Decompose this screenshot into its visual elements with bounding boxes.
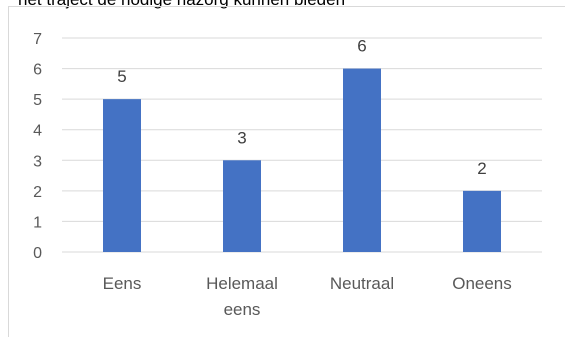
category-label: Neutraal [330, 274, 394, 293]
bar [463, 190, 501, 252]
chart-frame [8, 6, 565, 337]
bar [343, 68, 381, 252]
y-tick-label: 4 [33, 123, 42, 140]
bars [103, 68, 501, 253]
y-tick-label: 5 [33, 92, 42, 109]
category-label: Oneens [452, 274, 512, 293]
y-tick-label: 1 [33, 214, 42, 231]
data-labels: 5 3 6 2 [117, 37, 486, 178]
category-labels: Eens Helemaal eens Neutraal Oneens [103, 274, 512, 319]
y-tick-label: 7 [33, 31, 42, 48]
y-tick-label: 2 [33, 184, 42, 201]
data-label: 2 [477, 159, 486, 178]
data-label: 6 [357, 37, 366, 56]
bar [223, 160, 261, 252]
y-tick-label: 3 [33, 153, 42, 170]
y-tick-label: 6 [33, 62, 42, 79]
y-tick-label: 0 [33, 245, 42, 262]
chart-header-text: het traject de nodige nazorg kunnen bied… [18, 0, 345, 10]
y-axis-ticks: 0 1 2 3 4 5 6 7 [33, 31, 42, 262]
category-label: Eens [103, 274, 142, 293]
data-label: 5 [117, 67, 126, 86]
data-label: 3 [237, 128, 246, 147]
gridlines [62, 37, 542, 253]
category-label: Helemaal eens [206, 274, 278, 319]
bar [103, 99, 141, 253]
